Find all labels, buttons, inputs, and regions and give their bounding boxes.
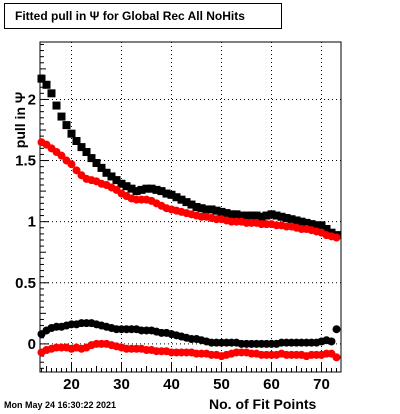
data-point-square: [237, 211, 246, 220]
data-point-square: [192, 203, 201, 211]
data-point-square: [317, 221, 326, 230]
y-tick-label: 1.5: [15, 153, 36, 170]
data-point-square: [297, 217, 306, 226]
data-point-square: [197, 204, 206, 213]
data-point-square: [137, 185, 146, 194]
data-point-square: [207, 205, 216, 214]
x-tick-label: 40: [163, 376, 180, 393]
data-point-square: [202, 205, 211, 214]
data-point-circle: [332, 353, 341, 362]
y-axis-label: pull in Ψ: [12, 91, 28, 149]
data-point-square: [102, 168, 111, 177]
x-tick-label: 70: [313, 376, 330, 393]
data-point-square: [157, 187, 166, 196]
data-point-square: [212, 206, 221, 215]
data-point-circle: [332, 325, 341, 334]
data-point-square: [267, 210, 276, 219]
tick-labels: 20 30 40 50 60 70 0 0.5 1 1.5 2: [15, 91, 330, 393]
data-point-square: [107, 172, 116, 181]
data-point-square: [182, 198, 191, 207]
data-point-square: [57, 112, 66, 121]
data-point-square: [112, 176, 121, 185]
data-point-square: [322, 225, 331, 233]
x-tick-label: 60: [263, 376, 280, 393]
data-point-square: [152, 185, 161, 194]
x-tick-label: 50: [213, 376, 230, 393]
x-tick-label: 30: [113, 376, 130, 393]
data-point-square: [162, 189, 171, 198]
data-point-square: [97, 163, 106, 172]
data-point-square: [252, 211, 261, 220]
data-point-square: [257, 212, 266, 221]
data-point-square: [117, 179, 126, 188]
data-point-square: [47, 89, 56, 98]
y-tick-label: 0: [28, 336, 36, 353]
data-point-square: [287, 215, 296, 224]
data-point-square: [92, 159, 101, 167]
data-point-square: [52, 101, 61, 110]
data-point-square: [87, 154, 96, 163]
data-point-square: [217, 207, 226, 216]
data-point-square: [62, 121, 71, 130]
data-point-circle: [72, 166, 81, 175]
data-point-square: [142, 184, 151, 193]
data-point-circle: [327, 337, 336, 346]
data-point-square: [247, 211, 256, 220]
data-point-square: [227, 210, 236, 219]
y-tick-label: 1: [28, 214, 36, 231]
data-point-square: [242, 211, 251, 220]
data-point-square: [312, 221, 321, 230]
data-point-square: [232, 210, 241, 219]
data-point-square: [72, 137, 81, 145]
data-point-square: [127, 184, 136, 193]
data-point-square: [292, 216, 301, 225]
data-point-square: [77, 143, 86, 152]
data-point-square: [172, 193, 181, 202]
data-point-square: [177, 195, 186, 204]
y-axis-label-container: pull in Ψ: [8, 92, 28, 148]
data-point-circle: [67, 160, 76, 169]
data-point-square: [262, 211, 271, 220]
x-axis-label: No. of Fit Points: [209, 396, 317, 412]
data-point-square: [282, 214, 291, 222]
data-point-square: [222, 209, 231, 218]
data-point-square: [147, 184, 156, 193]
x-tick-label: 20: [63, 376, 80, 393]
data-point-square: [302, 218, 311, 227]
chart-title: Fitted pull in Ψ for Global Rec All NoHi…: [4, 3, 282, 29]
data-point-circle: [332, 233, 341, 242]
data-point-square: [167, 190, 176, 199]
data-point-square: [187, 200, 196, 209]
data-point-circle: [57, 151, 66, 160]
data-point-square: [37, 74, 46, 83]
data-point-square: [42, 80, 51, 89]
data-point-square: [67, 129, 76, 138]
data-point-square: [132, 187, 141, 196]
data-point-square: [307, 220, 316, 229]
data-points: [37, 74, 341, 362]
data-point-square: [277, 212, 286, 221]
data-point-square: [82, 148, 91, 156]
y-tick-label: 2: [28, 91, 36, 108]
data-point-square: [272, 211, 281, 220]
data-point-square: [122, 182, 131, 191]
y-tick-label: 0.5: [15, 275, 36, 292]
footer-timestamp: Mon May 24 16:30:22 2021: [4, 400, 117, 410]
